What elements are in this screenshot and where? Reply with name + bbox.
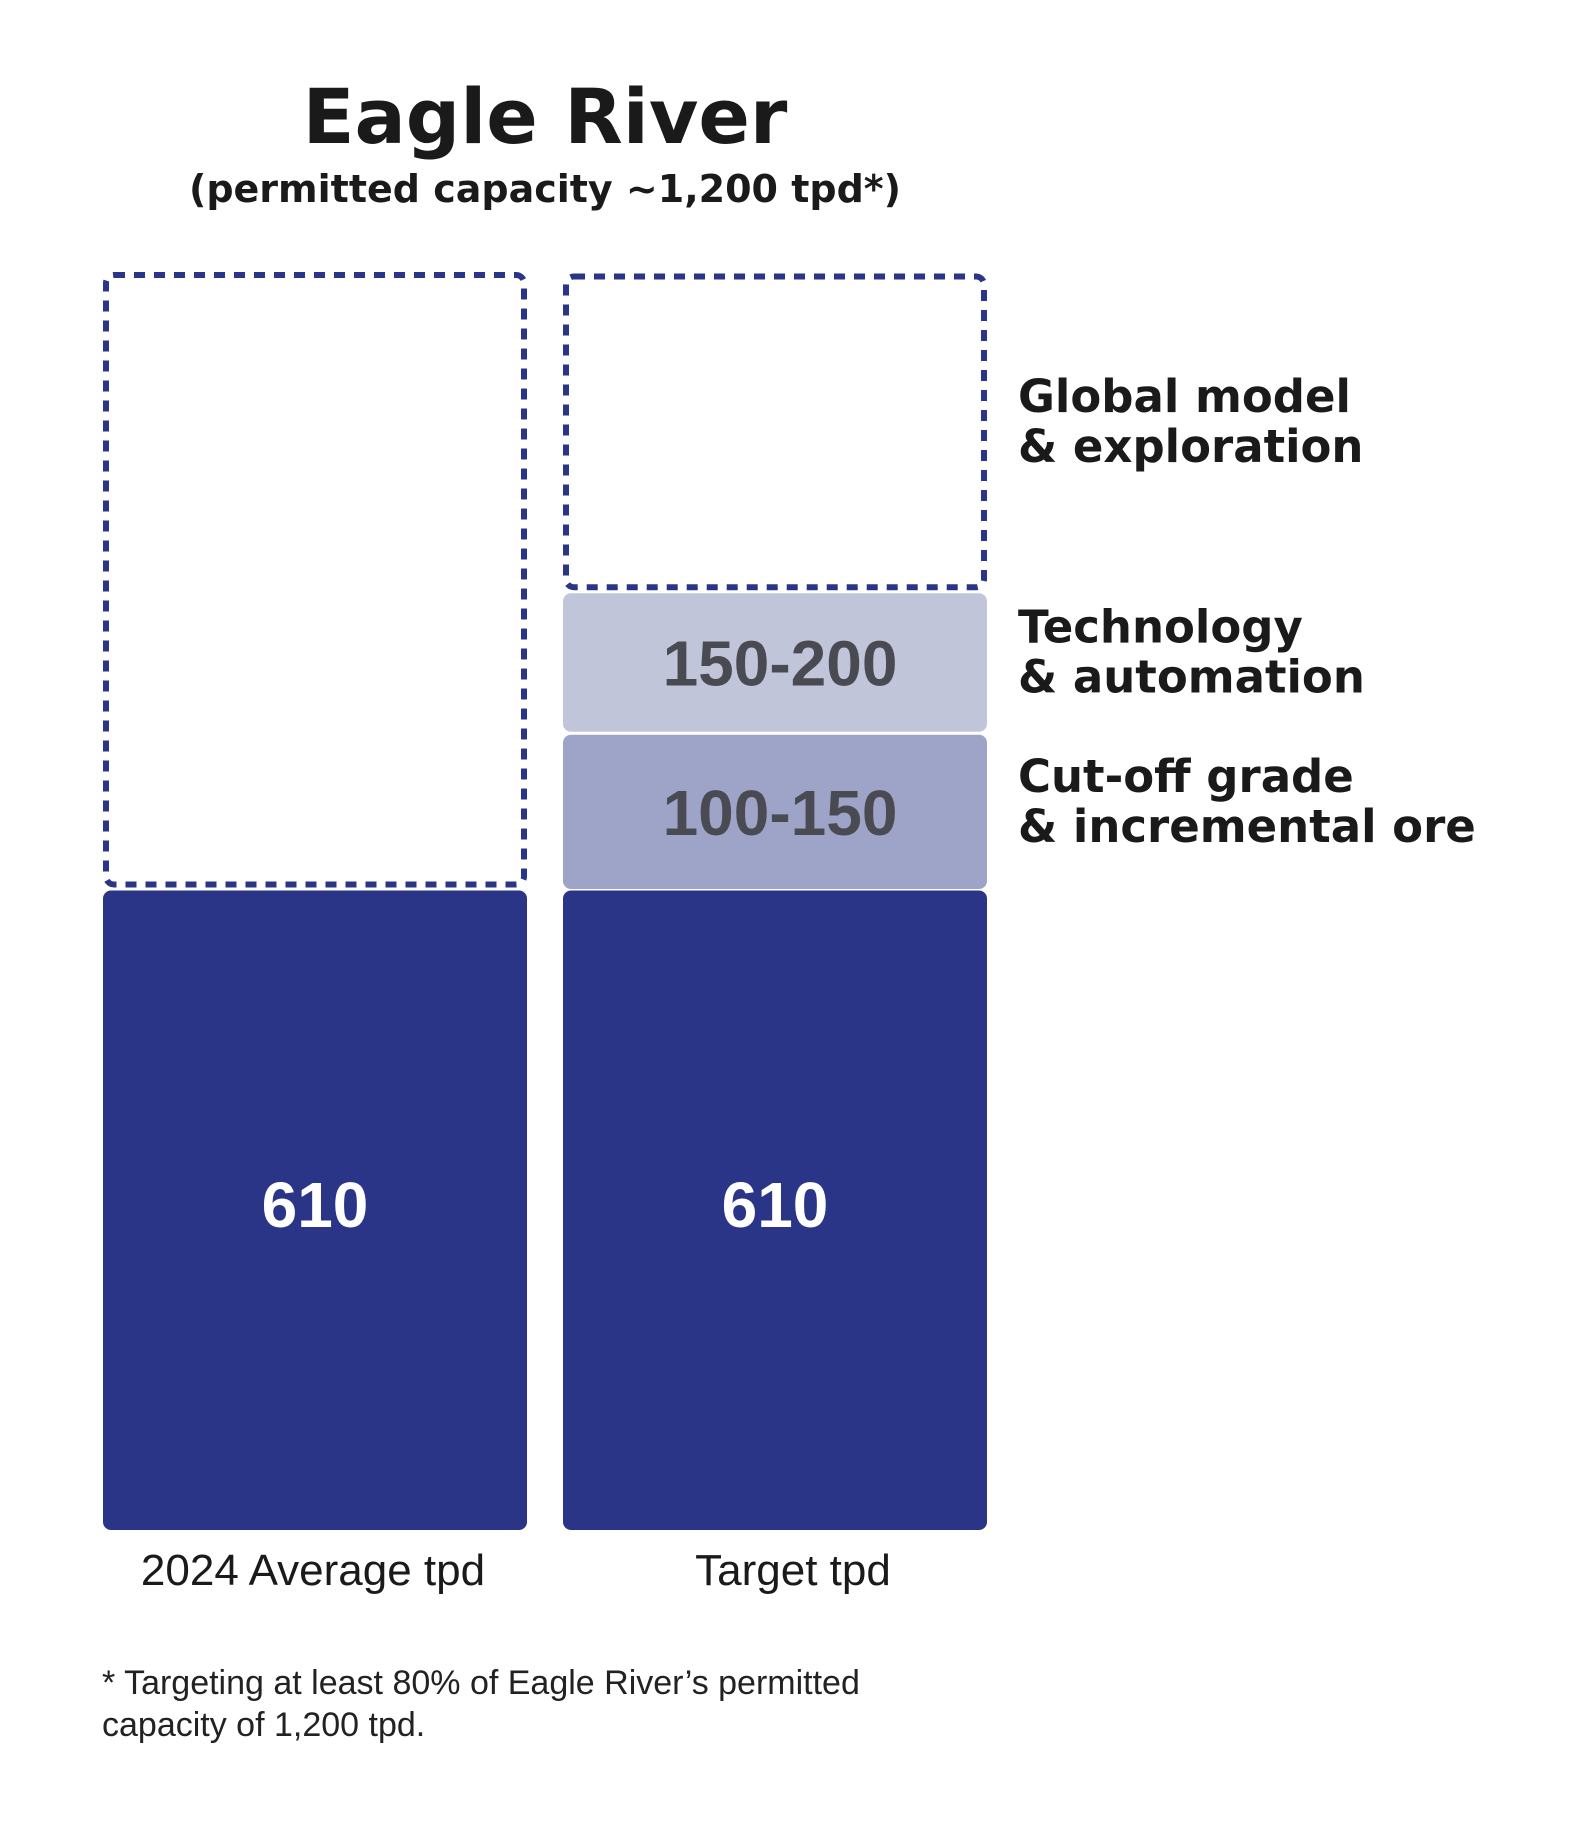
category-label-2024-average-tpd: 2024 Average tpd: [141, 1546, 485, 1595]
legend-label-global-model-exploration: Global model & exploration: [1018, 370, 1363, 473]
bar-segment-cut-off-grade-incremental-ore-target-tpd: [563, 734, 987, 890]
footnote-line-2: capacity of 1,200 tpd.: [102, 1706, 426, 1744]
data-label-base-target-tpd: 610: [722, 1169, 829, 1241]
data-label-technology-automation-target-tpd: 150-200: [663, 627, 898, 699]
bar-segment-technology-automation-target-tpd: [563, 593, 987, 732]
bar-segment-base-2024-average-tpd: [103, 890, 527, 1530]
bar-segment-global-model-exploration-target-tpd: [563, 273, 987, 591]
legend-label-cut-off-grade-incremental-ore: Cut-off grade & incremental ore: [1018, 750, 1476, 853]
category-label-target-tpd: Target tpd: [695, 1546, 891, 1595]
data-label-base-2024-average-tpd: 610: [262, 1169, 369, 1241]
bar-segment-base-target-tpd: [563, 890, 987, 1530]
legend-layer: Cut-off grade & incremental ore Technology…: [1018, 370, 1476, 853]
labels-layer: 610 610 100-150 150-200 2024 Average tpd Targ…: [141, 627, 898, 1595]
chart-title: Eagle River: [303, 72, 788, 161]
legend-label-technology-automation: Technology & automation: [1018, 601, 1365, 704]
footnote: * Targeting at least 80% of Eagle River’…: [102, 1662, 1002, 1746]
data-label-cut-off-grade-incremental-ore-target-tpd: 100-150: [663, 777, 898, 849]
bars-layer: [103, 272, 987, 1530]
capacity-outline-2024-average-tpd: [103, 272, 527, 888]
footnote-line-1: * Targeting at least 80% of Eagle River’…: [102, 1664, 860, 1702]
chart-subtitle: (permitted capacity ~1,200 tpd*): [189, 167, 901, 211]
